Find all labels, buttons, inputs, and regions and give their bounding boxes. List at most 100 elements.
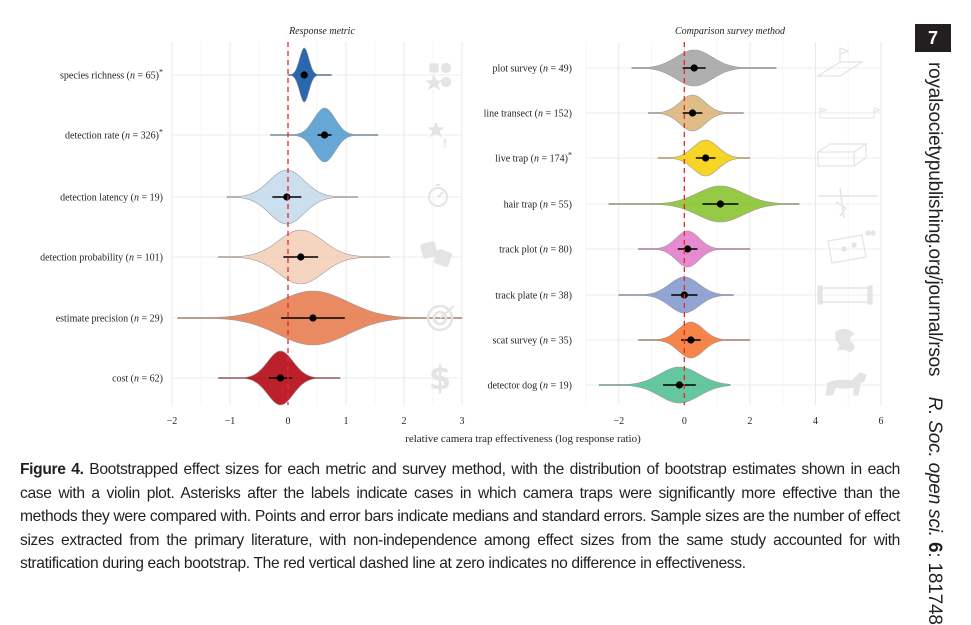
median-point	[687, 336, 695, 344]
category-name: cost (	[112, 374, 135, 385]
category-name: track plot (	[499, 245, 544, 256]
x-tick-label: 2	[402, 416, 407, 427]
n-symbol: n	[134, 314, 139, 325]
stopwatch-icon	[428, 184, 448, 207]
category-name: scat survey (	[492, 336, 543, 347]
category-name: hair trap (	[504, 200, 544, 211]
caption-label: Figure 4.	[20, 461, 84, 478]
x-tick-label: 3	[460, 416, 465, 427]
x-tick-label: 6	[879, 416, 884, 427]
sample-size: = 35)	[548, 336, 572, 347]
median-point	[688, 109, 697, 117]
violin-scat-survey	[638, 321, 751, 359]
category-label: track plot (n = 80)	[499, 245, 572, 256]
x-axis-label: relative camera trap effectiveness (log …	[405, 433, 641, 445]
category-name: track plate (	[495, 291, 543, 302]
journal-name: R. Soc. open sci.	[924, 396, 945, 537]
star-icon	[427, 121, 447, 148]
violin-estimate-precision	[177, 290, 463, 346]
median-point	[300, 71, 308, 79]
category-label: live trap (n = 174)*	[495, 151, 572, 165]
median-point	[716, 200, 724, 208]
sample-size: = 49)	[548, 64, 572, 75]
x-tick-label: 0	[286, 416, 291, 427]
category-label: plot survey (n = 49)	[492, 64, 572, 75]
x-tick-label: −1	[225, 416, 236, 427]
median-point	[702, 154, 710, 162]
plate-icon	[817, 285, 873, 305]
category-name: species richness (	[60, 71, 131, 82]
significance-asterisk: *	[568, 151, 572, 160]
median-point	[320, 131, 329, 139]
median-point	[276, 374, 285, 382]
n-symbol: n	[543, 291, 548, 302]
sample-size: = 65)	[135, 71, 159, 82]
significance-asterisk: *	[159, 68, 163, 77]
n-symbol: n	[125, 131, 130, 142]
journal-sidebar: royalsocietypublishing.org/journal/rsos …	[924, 62, 945, 625]
n-symbol: n	[134, 193, 139, 204]
violin-cost	[218, 350, 341, 406]
violin-detection-rate	[270, 107, 379, 163]
figure-caption: Figure 4. Bootstrapped effect sizes for …	[20, 458, 900, 576]
n-symbol: n	[134, 374, 139, 385]
significance-asterisk: *	[159, 128, 163, 137]
n-symbol: n	[129, 253, 134, 264]
median-point	[684, 245, 692, 253]
violin-track-plate	[618, 276, 734, 314]
violin-detection-latency	[226, 169, 358, 225]
x-tick-label: 0	[682, 416, 687, 427]
n-symbol: n	[543, 336, 548, 347]
dog-icon	[825, 372, 867, 396]
category-name: detection latency (	[60, 193, 135, 204]
comparison-survey-method-panel: Comparison survey method −2 0 2 4 6 plot surve…	[484, 26, 884, 427]
category-label: track plate (n = 38)	[495, 291, 572, 302]
category-label: detector dog (n = 19)	[487, 381, 572, 392]
n-symbol: n	[543, 200, 548, 211]
category-label: detection latency (n = 19)	[60, 193, 163, 204]
panel-title: Response metric	[288, 26, 355, 37]
journal-volume: 6	[924, 541, 945, 553]
category-label: line transect (n = 152)	[484, 109, 572, 120]
sample-size: = 29)	[139, 314, 163, 325]
n-symbol: n	[543, 381, 548, 392]
category-name: detector dog (	[487, 381, 543, 392]
sample-size: = 62)	[139, 374, 163, 385]
n-symbol: n	[130, 71, 135, 82]
journal-page: Response metric −2 −1 0 1 2 3 species richness …	[20, 24, 951, 625]
plot-icon	[815, 47, 865, 77]
journal-article: 181748	[924, 562, 945, 625]
dollar-icon: $	[429, 359, 451, 397]
violin-shape	[287, 47, 332, 103]
median-point	[283, 193, 291, 201]
sample-size: = 38)	[548, 291, 572, 302]
category-label: detection rate (n = 326)*	[65, 128, 163, 142]
sample-size: = 19)	[139, 193, 163, 204]
journal-url[interactable]: royalsocietypublishing.org/journal/rsos	[924, 62, 945, 377]
median-point	[675, 381, 684, 389]
category-name: detection probability (	[40, 253, 130, 264]
figure-4: Response metric −2 −1 0 1 2 3 species richness …	[40, 26, 884, 445]
sample-size: = 19)	[548, 381, 572, 392]
violin-species-richness	[287, 47, 332, 103]
x-tick-label: 4	[813, 416, 818, 427]
violin-line-transect	[647, 94, 744, 132]
caption-text: Bootstrapped effect sizes for each metri…	[20, 461, 900, 572]
dice-icon	[420, 241, 453, 268]
category-name: line transect (	[484, 109, 539, 120]
category-label: species richness (n = 65)*	[60, 68, 163, 82]
page-number: 7	[915, 24, 951, 52]
panel-title: Comparison survey method	[675, 26, 786, 37]
violin-detection-probability	[218, 229, 390, 285]
svg-text:$: $	[429, 359, 451, 397]
n-symbol: n	[534, 154, 539, 165]
violin-detector-dog	[598, 366, 731, 404]
response-metric-panel: Response metric −2 −1 0 1 2 3 species richness …	[40, 26, 464, 427]
cage-icon	[817, 143, 868, 167]
n-symbol: n	[543, 245, 548, 256]
violin-track-plot	[638, 230, 751, 268]
category-name: detection rate (	[65, 131, 126, 142]
median-point	[309, 314, 317, 322]
n-symbol: n	[543, 64, 548, 75]
category-name: plot survey (	[492, 64, 543, 75]
